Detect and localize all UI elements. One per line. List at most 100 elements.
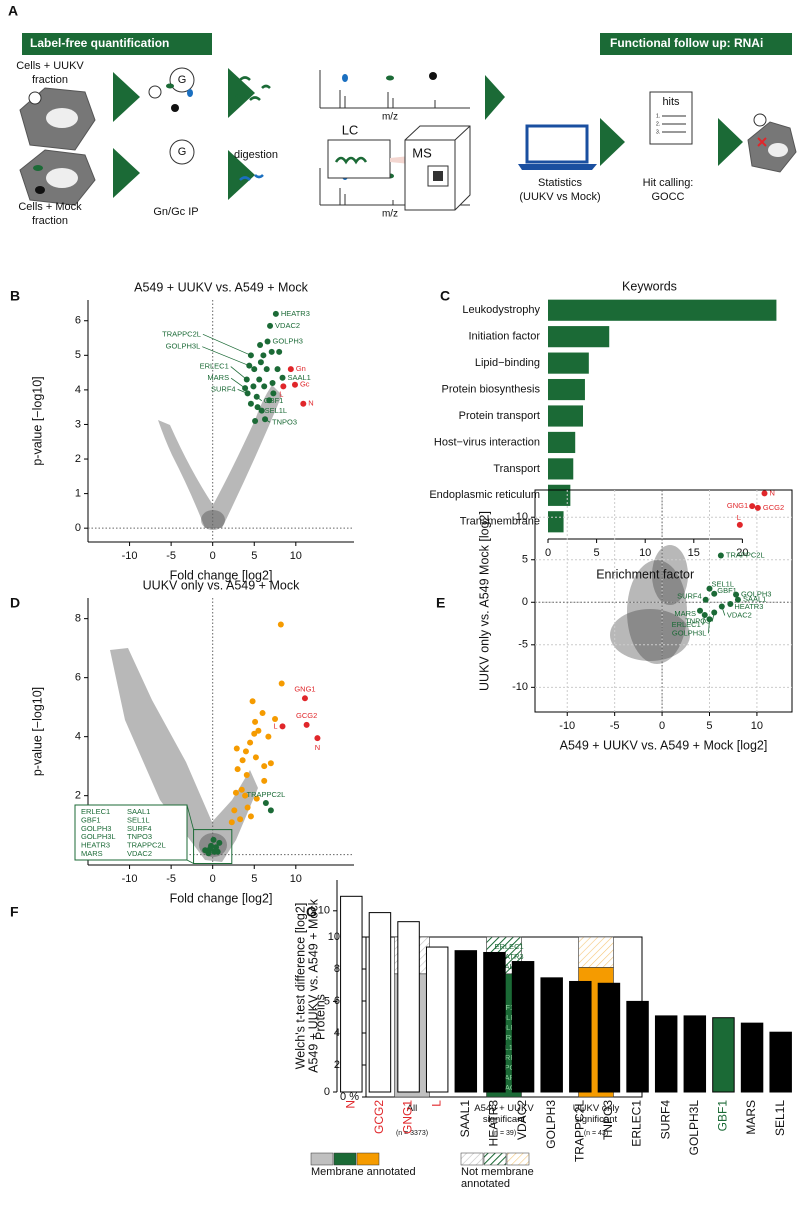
y-tick-label: 1 <box>75 488 81 500</box>
cloud <box>627 560 687 664</box>
x-tick-label: -5 <box>166 873 176 885</box>
point-label: GBF1 <box>717 586 737 595</box>
category-label: UUKV only significant <box>572 1103 620 1125</box>
label: digestion <box>234 149 278 161</box>
y-tick-label: 0 % <box>340 1091 359 1103</box>
point <box>749 503 756 510</box>
chart-title: UUKV only vs. A549 + Mock <box>143 578 300 592</box>
arrows <box>718 118 743 166</box>
label: Statistics <box>538 177 583 189</box>
category-label: N <box>343 1100 357 1109</box>
cloud <box>110 648 258 862</box>
y-tick-label: -10 <box>512 681 528 693</box>
bar <box>548 378 585 401</box>
point <box>702 596 709 603</box>
x-tick-label: 5 <box>594 547 600 559</box>
x-tick-label: -5 <box>610 720 620 732</box>
protein <box>166 83 174 89</box>
y-tick-label: 8 <box>75 613 81 625</box>
point <box>277 621 284 628</box>
panel-label: D <box>10 595 20 611</box>
gene-annotation: GOLPH3L <box>495 1023 530 1032</box>
point <box>268 348 275 355</box>
point <box>257 341 264 348</box>
category-label: GCG2 <box>372 1100 386 1134</box>
bait-label: G <box>178 146 187 158</box>
gene-annotation: SEL1L <box>495 1043 518 1052</box>
label: hits <box>662 96 680 108</box>
point <box>202 847 209 854</box>
legend-swatch <box>506 1152 530 1166</box>
point-label: TNPO3 <box>272 417 297 426</box>
category-label: Lipid−binding <box>475 357 540 369</box>
point <box>279 374 286 381</box>
point <box>251 730 258 737</box>
category-label-box: All <box>407 1103 418 1114</box>
gene-annotation: GOLPH3 <box>495 1013 525 1022</box>
y-axis-label: Welch's t-test difference [log2] <box>293 903 307 1070</box>
label: GOCC <box>652 191 685 203</box>
protein <box>187 89 193 97</box>
point <box>257 359 264 366</box>
arrows <box>113 72 140 122</box>
inset-box <box>74 804 188 861</box>
point-label: GOLPH3L <box>166 342 201 351</box>
bar <box>683 1015 707 1093</box>
y-tick-label: 6 <box>75 315 81 327</box>
category-label-box: UUKV only significant <box>572 1103 620 1125</box>
point <box>243 772 250 779</box>
leader-line <box>702 614 706 626</box>
point <box>706 585 713 592</box>
legend-label: Not membrane annotated <box>461 1166 534 1190</box>
bar <box>712 1017 735 1093</box>
point <box>734 596 741 603</box>
cloud <box>201 510 225 530</box>
x-tick-label: -5 <box>166 550 176 562</box>
zoom-connector <box>186 859 194 864</box>
inset-gene: VDAC2 <box>127 849 152 858</box>
point <box>258 407 265 414</box>
bar <box>548 431 576 454</box>
x-axis-label: Fold change [log2] <box>170 891 273 905</box>
legend-swatch <box>333 1152 357 1166</box>
knockdown <box>757 137 767 147</box>
point-label: GCG2 <box>763 503 784 512</box>
point <box>261 777 268 784</box>
inset-gene: TNPO3 <box>127 832 152 841</box>
bar <box>626 1000 649 1093</box>
leader-line <box>711 612 715 622</box>
panel-label: A <box>8 3 18 19</box>
point-label: VDAC2 <box>727 611 752 620</box>
inset-gene: SAAL1 <box>127 807 150 816</box>
inset-gene: SEL1L <box>127 815 150 824</box>
y-tick-label: 0 <box>522 596 528 608</box>
bar <box>548 299 777 321</box>
x-tick-label: -10 <box>122 873 138 885</box>
category-label: L <box>429 1100 443 1107</box>
y-axis-label: Proteins <box>313 994 327 1040</box>
bar <box>397 921 420 1093</box>
point <box>247 400 254 407</box>
point-label: N <box>308 399 313 408</box>
point <box>252 754 259 761</box>
cloud <box>610 609 690 661</box>
legend-swatch <box>310 1152 334 1166</box>
peptides <box>334 156 368 165</box>
n-label: (n = 3373) <box>396 1130 428 1137</box>
point <box>314 735 321 742</box>
point-label: GNG1 <box>294 684 315 693</box>
point <box>247 813 254 820</box>
x-tick-label: 10 <box>290 873 302 885</box>
point <box>262 800 269 807</box>
point <box>303 721 310 728</box>
category-label: SURF4 <box>658 1100 672 1140</box>
point <box>233 745 240 752</box>
background-cloud <box>110 385 690 862</box>
bar <box>548 511 564 533</box>
point-label: GOLPH3 <box>273 336 303 345</box>
point <box>251 366 258 373</box>
point-label: TNPO3 <box>685 616 710 625</box>
point-label: SEL1L <box>711 580 734 589</box>
bar <box>540 977 563 1093</box>
